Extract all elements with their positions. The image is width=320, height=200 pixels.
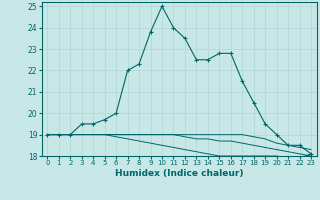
X-axis label: Humidex (Indice chaleur): Humidex (Indice chaleur) <box>115 169 244 178</box>
